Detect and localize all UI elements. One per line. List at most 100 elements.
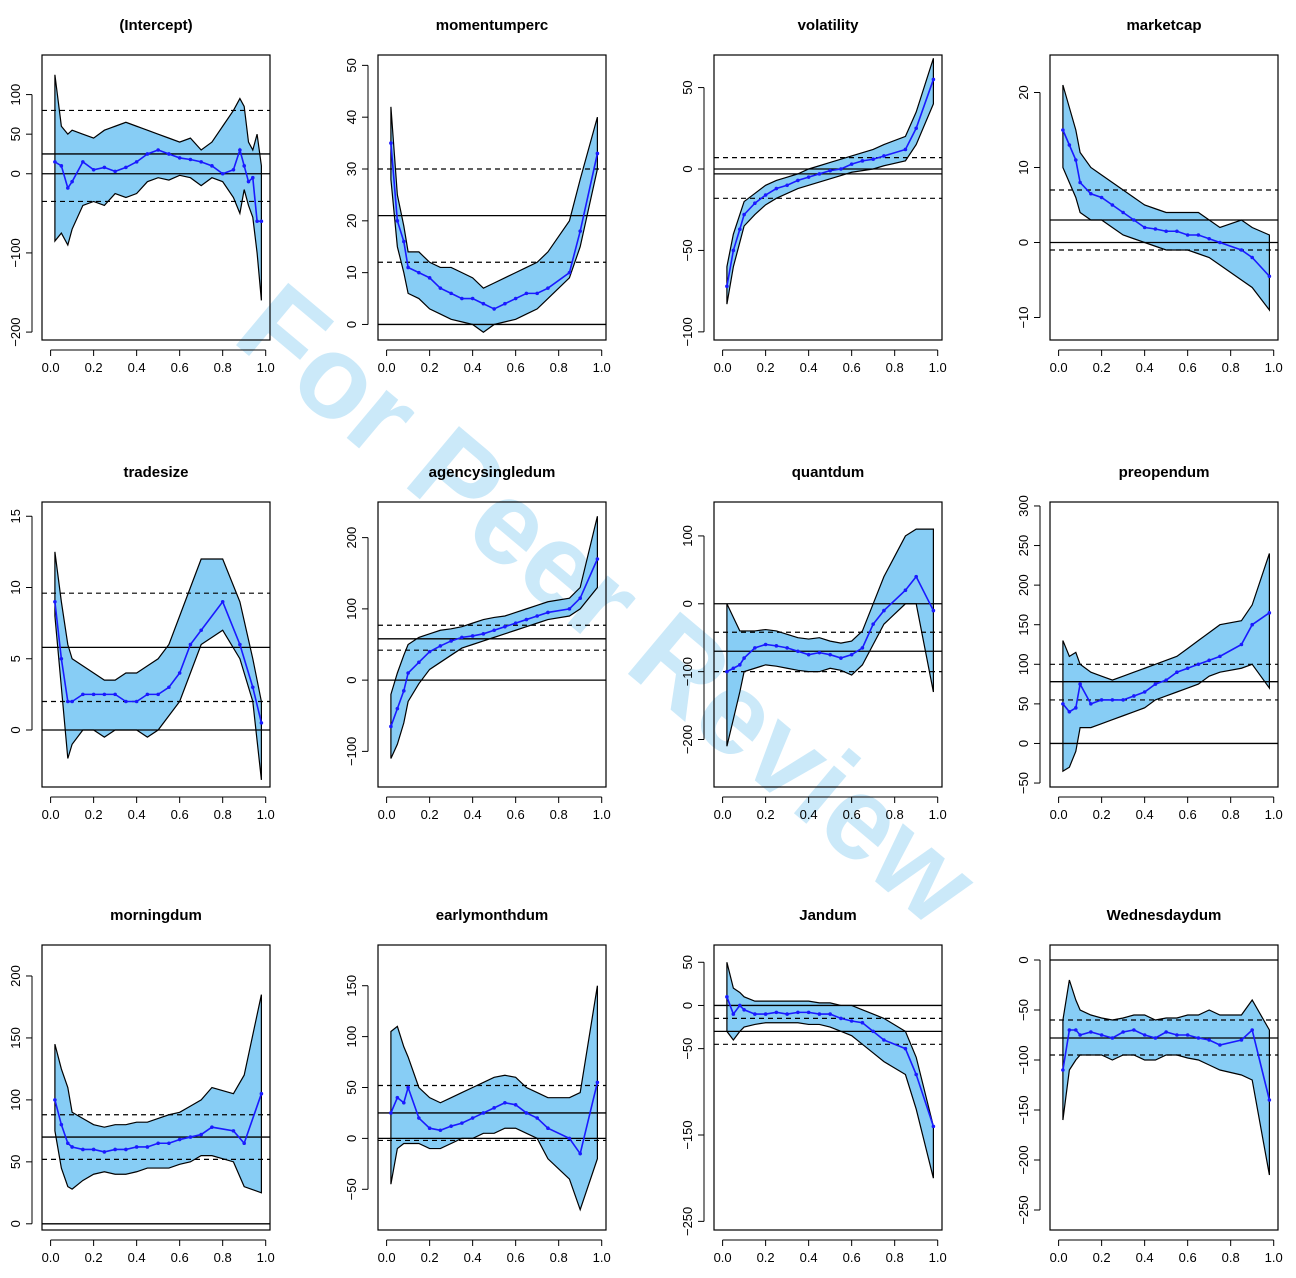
estimate-point: [1175, 1033, 1179, 1037]
x-tick-label: 0.8: [550, 360, 568, 375]
estimate-point: [882, 154, 886, 158]
y-tick-label: 100: [680, 525, 695, 547]
panel-title: earlymonthdum: [436, 907, 549, 924]
estimate-point: [725, 995, 729, 999]
estimate-point: [1074, 158, 1078, 162]
estimate-point: [59, 1122, 64, 1127]
estimate-point: [238, 642, 242, 647]
estimate-point: [438, 1128, 443, 1133]
estimate-point: [1067, 709, 1072, 714]
estimate-point: [806, 1010, 811, 1015]
estimate-point: [1074, 1028, 1078, 1032]
estimate-point: [1218, 654, 1222, 659]
x-tick-label: 0.4: [128, 360, 146, 375]
estimate-point: [449, 639, 453, 643]
y-tick-label: 100: [1016, 653, 1031, 675]
y-tick-label: 50: [680, 955, 695, 969]
estimate-point: [389, 1111, 393, 1115]
x-tick-label: 0.6: [507, 1250, 525, 1265]
y-tick-label: 300: [1016, 495, 1031, 517]
x-tick-label: 1.0: [1265, 360, 1283, 375]
estimate-point: [860, 1020, 865, 1025]
x-tick-label: 0.0: [1050, 1250, 1068, 1265]
estimate-point: [402, 689, 406, 693]
y-tick-label: 250: [1016, 535, 1031, 557]
estimate-point: [188, 1135, 193, 1139]
estimate-point: [882, 608, 886, 613]
estimate-point: [481, 632, 486, 636]
estimate-point: [1067, 143, 1072, 147]
x-tick-label: 0.4: [128, 807, 146, 822]
estimate-point: [785, 183, 789, 188]
estimate-point: [81, 1147, 85, 1152]
y-tick-label: −150: [1016, 1095, 1031, 1124]
x-tick-label: 0.8: [214, 807, 232, 822]
estimate-point: [259, 721, 264, 725]
estimate-point: [406, 1085, 410, 1090]
panel-marketcap: marketcap 0.0 0.2 0.4 0.6 0.8 1.0 −10 0 10 20: [1016, 17, 1283, 375]
confidence-band: [1062, 553, 1270, 773]
estimate-point: [250, 175, 255, 180]
plot-frame: [377, 501, 607, 788]
plot-frame: [713, 54, 943, 341]
estimate-point: [731, 666, 736, 671]
estimate-point: [70, 179, 74, 184]
panel-preopendum: preopendum 0.0 0.2 0.4 0.6 0.8 1.0 −50 0 50 100 150…: [1016, 464, 1283, 822]
estimate-point: [70, 699, 74, 704]
estimate-point: [66, 699, 70, 704]
x-tick-label: 0.2: [757, 1250, 775, 1265]
estimate-point: [66, 186, 70, 190]
estimate-point: [817, 1012, 822, 1016]
x-tick-label: 0.4: [800, 1250, 818, 1265]
x-tick-label: 0.8: [1222, 1250, 1240, 1265]
estimate-point: [492, 628, 496, 633]
x-tick-label: 0.2: [1093, 807, 1111, 822]
estimate-point: [1067, 1028, 1072, 1032]
estimate-point: [828, 168, 832, 173]
estimate-point: [481, 301, 486, 306]
estimate-point: [1185, 233, 1190, 237]
estimate-point: [828, 652, 832, 657]
x-tick-label: 0.0: [42, 1250, 60, 1265]
x-tick-label: 0.6: [843, 360, 861, 375]
y-tick-label: −200: [8, 317, 23, 346]
estimate-point: [738, 227, 742, 232]
estimate-point: [124, 699, 128, 704]
estimate-point: [849, 162, 854, 166]
y-tick-label: 0: [344, 677, 359, 684]
estimate-point: [1142, 690, 1147, 694]
estimate-point: [1207, 658, 1211, 663]
estimate-point: [931, 608, 936, 613]
estimate-point: [242, 1141, 246, 1146]
plot-frame: [41, 944, 271, 1231]
estimate-point: [860, 646, 865, 650]
y-tick-label: 0: [680, 600, 695, 607]
estimate-point: [1218, 1043, 1222, 1047]
estimate-point: [742, 1007, 746, 1012]
y-tick-label: 50: [344, 58, 359, 72]
plot-frame: [41, 54, 271, 341]
y-tick-label: 10: [1016, 160, 1031, 174]
estimate-point: [417, 660, 421, 665]
estimate-point: [903, 588, 908, 593]
estimate-point: [1153, 682, 1158, 686]
y-tick-label: 50: [680, 80, 695, 94]
y-tick-label: 10: [8, 580, 23, 594]
estimate-point: [53, 599, 57, 604]
estimate-point: [427, 276, 432, 280]
estimate-point: [1061, 702, 1065, 706]
estimate-point: [449, 1124, 453, 1128]
plot-frame: [41, 501, 271, 788]
y-tick-label: 0: [8, 726, 23, 733]
estimate-point: [1099, 1033, 1104, 1037]
estimate-point: [796, 178, 800, 183]
estimate-point: [1164, 1030, 1168, 1034]
y-tick-label: 200: [8, 965, 23, 987]
estimate-point: [113, 169, 117, 174]
panel-wednesdaydum: Wednesdaydum 0.0 0.2 0.4 0.6 0.8 1.0 −250 −200 −1…: [1016, 907, 1283, 1265]
estimate-point: [1250, 255, 1254, 260]
estimate-point: [145, 152, 150, 156]
plot-frame: [713, 944, 943, 1231]
estimate-point: [513, 621, 518, 625]
estimate-point: [1074, 706, 1078, 710]
